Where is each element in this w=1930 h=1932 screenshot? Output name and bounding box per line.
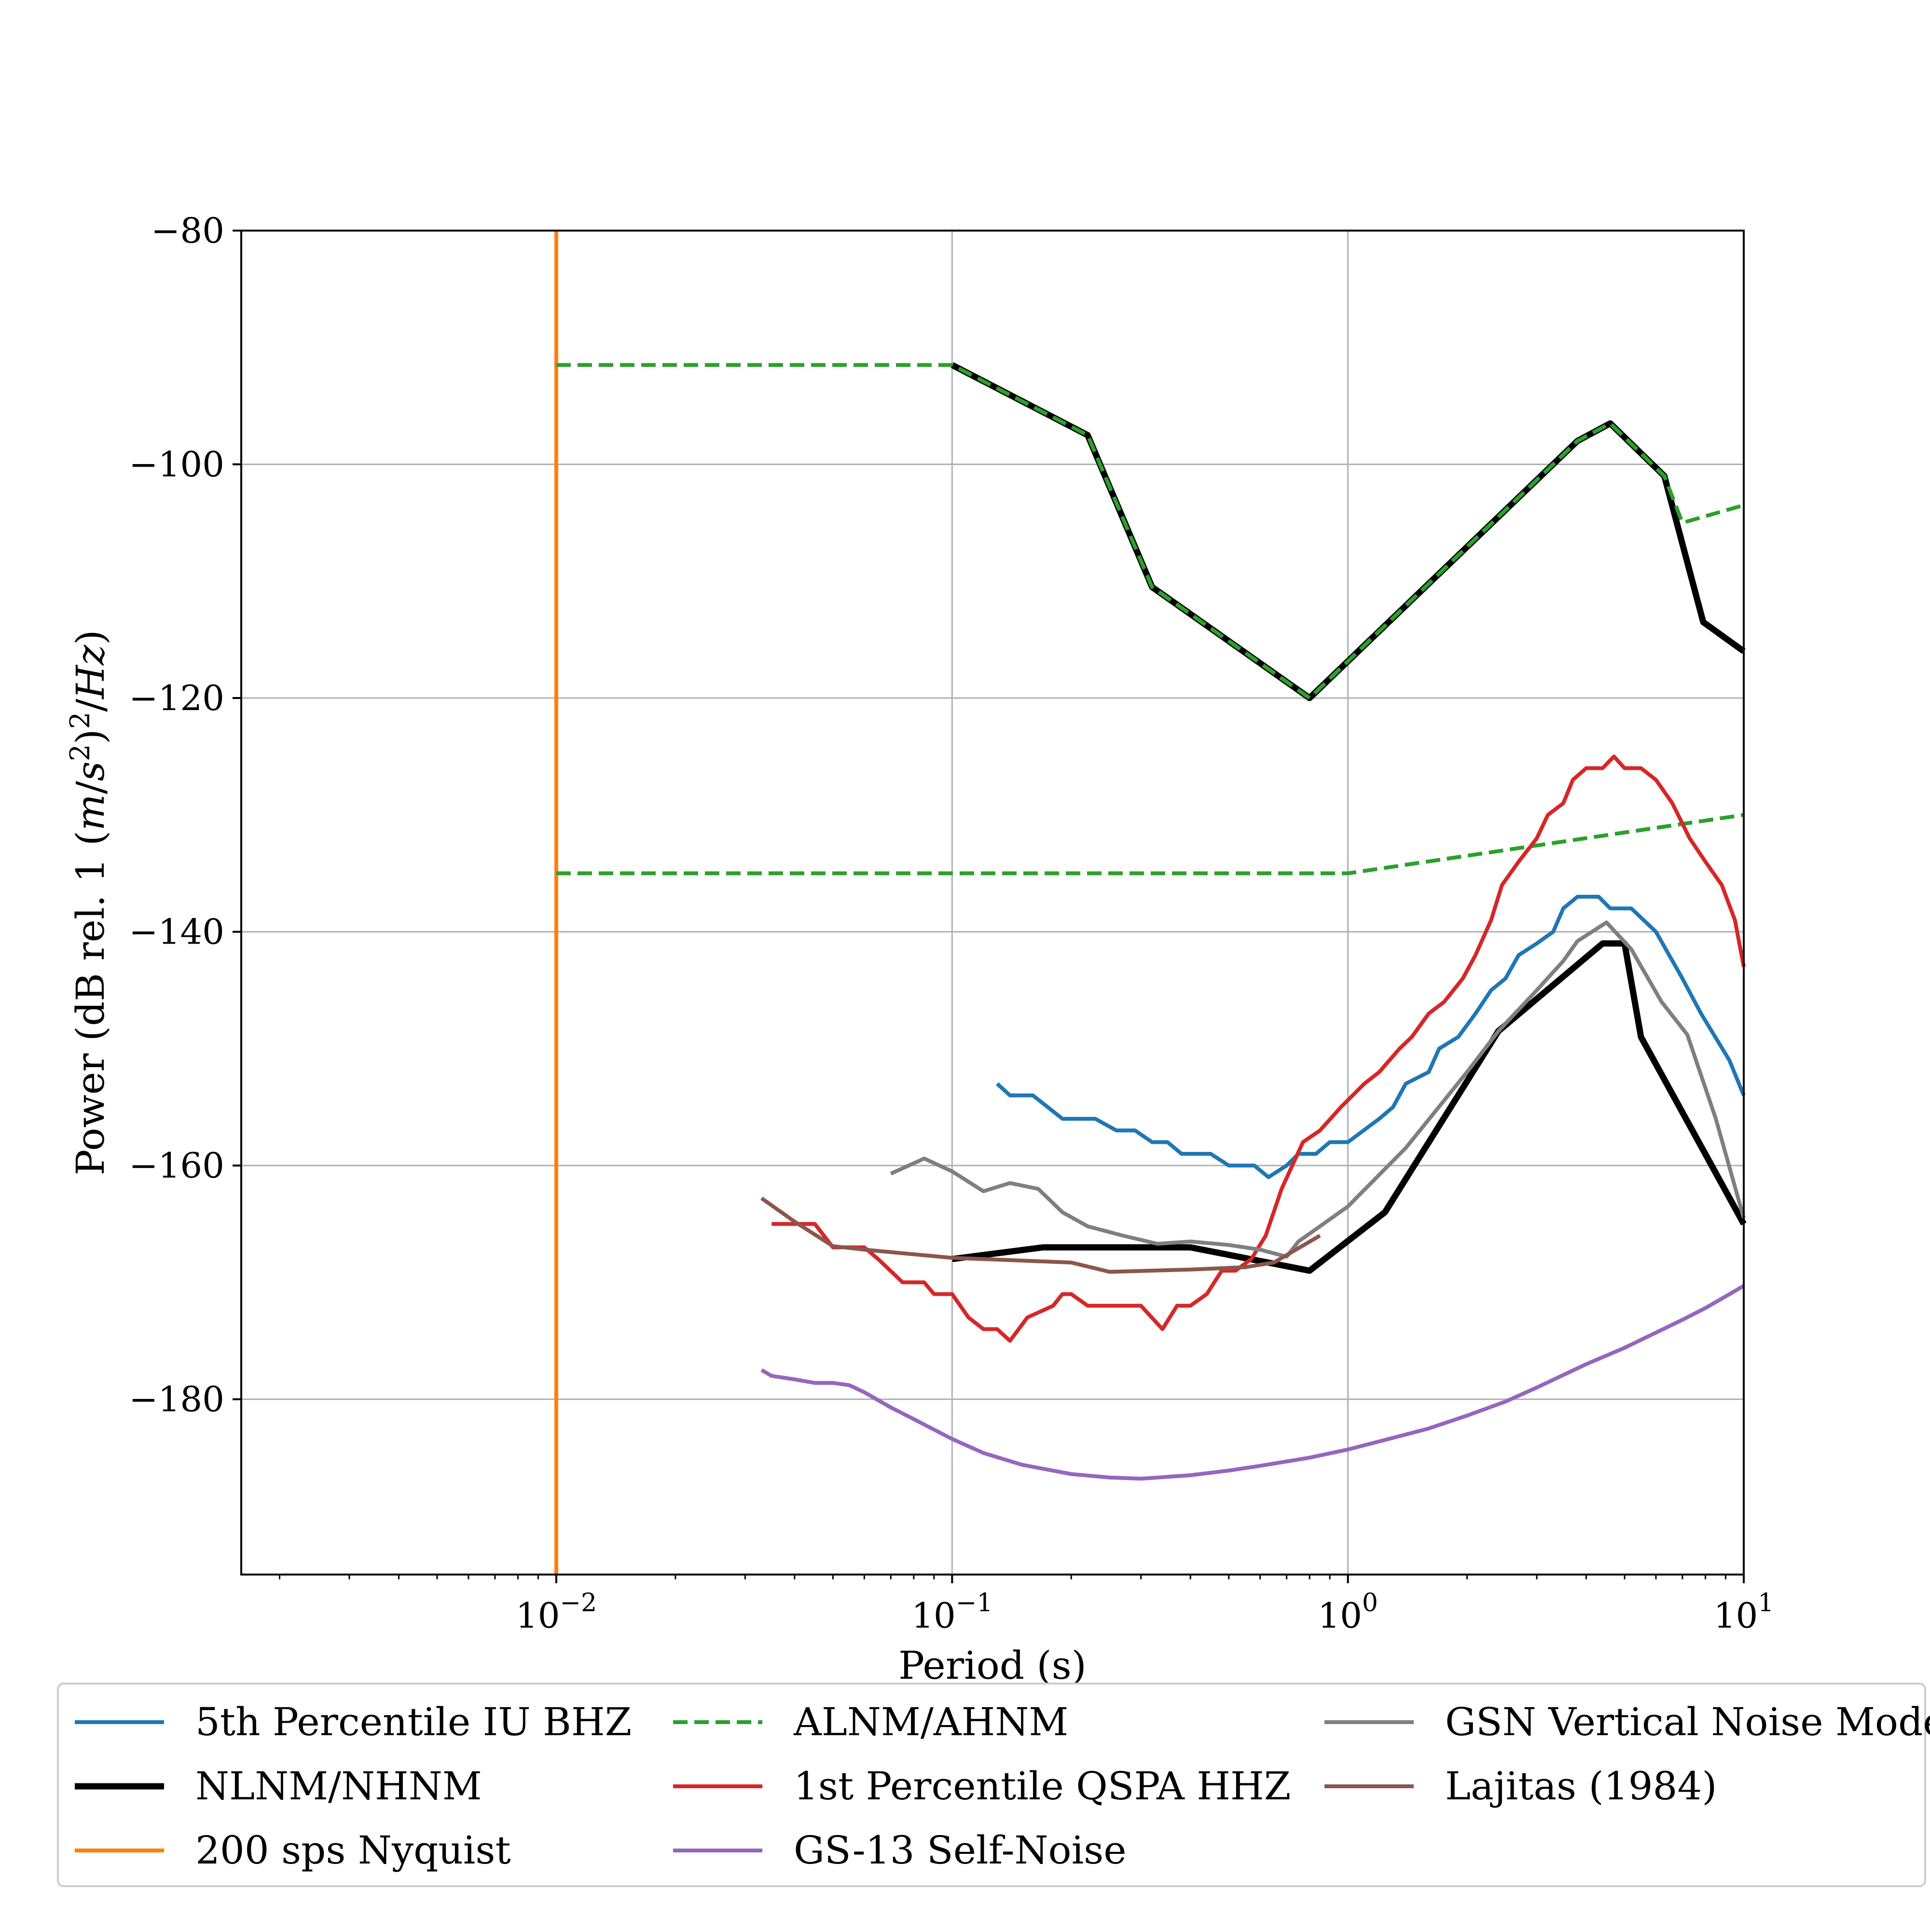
legend-label: NLNM/NHNM	[195, 1764, 482, 1809]
series-line-alnm-ahnm	[556, 813, 1744, 876]
x-tick-label: 101	[1714, 1589, 1774, 1636]
legend-label: 1st Percentile QSPA HHZ	[794, 1764, 1291, 1809]
series-line-1st-percentile-qspa-hhz	[772, 754, 1746, 1343]
series-line-5th-percentile-iu-bhz	[996, 894, 1746, 1179]
grid	[241, 230, 1745, 1575]
series-line-gs-13-self-noise	[760, 1284, 1745, 1481]
series-line-gsn-vertical-noise-model	[890, 920, 1746, 1259]
y-tick-label: −100	[129, 444, 224, 485]
y-tick-label: −120	[129, 678, 224, 718]
legend-box	[57, 1683, 1926, 1887]
x-tick-label: 100	[1318, 1589, 1378, 1636]
y-tick-label: −180	[129, 1379, 224, 1420]
ticks: −80 −100 −120 −140 −160 −180 10−2 10−1 100 101	[129, 210, 1774, 1636]
legend-label: Lajitas (1984)	[1445, 1764, 1717, 1809]
legend-label: GSN Vertical Noise Model	[1445, 1699, 1930, 1744]
legend-label: 5th Percentile IU BHZ	[195, 1699, 632, 1744]
x-tick-label: 10−2	[516, 1589, 597, 1636]
y-axis-title: Power (dB rel. 1 (m/s2)2/Hz)	[65, 630, 113, 1176]
plot-frame	[240, 230, 1745, 1576]
x-tick-label: 10−1	[911, 1589, 993, 1636]
legend-label: GS-13 Self-Noise	[794, 1828, 1127, 1873]
y-tick-label: −140	[129, 912, 224, 952]
legend-label: 200 sps Nyquist	[195, 1828, 511, 1873]
series-lines	[554, 231, 1747, 1575]
legend: 5th Percentile IU BHZ NLNM/NHNM 200 sps Ny…	[57, 1683, 1930, 1887]
x-axis-title: Period (s)	[898, 1643, 1087, 1688]
legend-label: ALNM/AHNM	[793, 1699, 1068, 1744]
series-line-alnm-ahnm	[556, 363, 1745, 700]
y-tick-label: −160	[129, 1145, 224, 1186]
series-line-lajitas-1984	[760, 1196, 1321, 1274]
series-line-nlnm-nhnm	[951, 940, 1747, 1274]
y-tick-label: −80	[151, 210, 224, 251]
